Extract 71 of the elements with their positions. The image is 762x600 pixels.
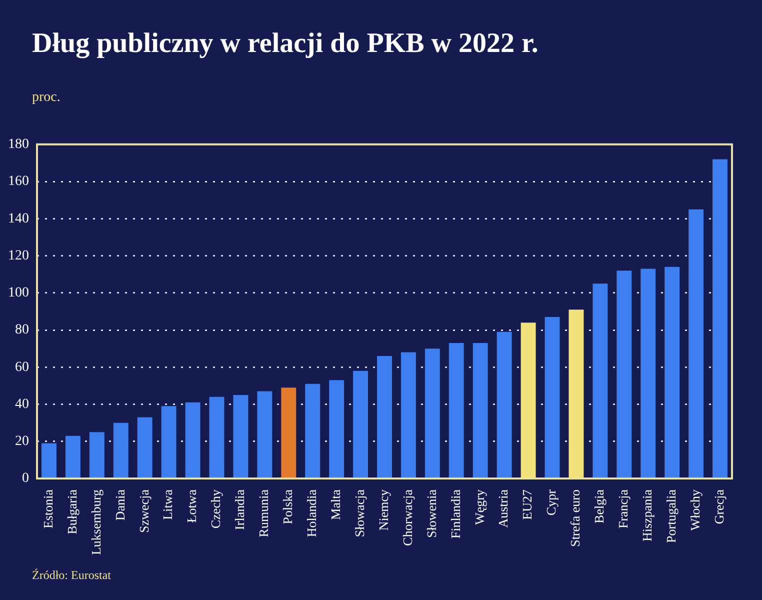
x-tick-label: Cypr (544, 488, 559, 516)
y-tick-label: 160 (8, 174, 29, 190)
bar (257, 391, 272, 478)
bar (42, 443, 56, 478)
x-tick-label: Słowacja (352, 489, 367, 538)
x-tick-label: EU27 (520, 489, 535, 520)
y-axis-title: proc. (32, 90, 60, 106)
bar (568, 310, 584, 478)
bar (377, 356, 392, 478)
x-tick-label: Hiszpania (640, 489, 655, 542)
x-tick-label: Czechy (208, 489, 224, 529)
bar (592, 284, 608, 478)
y-tick-label: 180 (8, 137, 29, 152)
x-tick-label: Słowenia (424, 489, 439, 538)
x-tick-label: Grecja (711, 489, 726, 524)
bar (616, 270, 632, 478)
bar (89, 432, 104, 478)
bar (353, 370, 368, 478)
y-tick-label: 140 (8, 211, 29, 226)
bar (281, 388, 296, 478)
bar (664, 266, 680, 478)
y-tick-label: 100 (8, 286, 29, 301)
x-tick-label: Włochy (687, 489, 702, 531)
bar (185, 402, 200, 478)
bar (640, 268, 656, 478)
x-tick-label: Strefa euro (568, 490, 583, 547)
y-tick-label: 20 (15, 434, 29, 450)
bar (329, 380, 344, 478)
bar (137, 417, 152, 478)
x-tick-label: Rumunia (256, 489, 272, 538)
x-tick-label: Polska (280, 489, 296, 524)
x-tick-label: Dania (112, 489, 128, 521)
x-tick-label: Portugalia (664, 489, 679, 543)
chart-title: Dług publiczny w relacji do PKB w 2022 r. (32, 28, 538, 60)
bar (305, 384, 320, 478)
bar (520, 322, 536, 478)
x-tick-label: Chorwacja (400, 489, 415, 546)
bar (544, 317, 560, 478)
bar (65, 436, 80, 478)
x-tick-label: Niemcy (376, 489, 391, 531)
y-tick-label: 80 (15, 322, 29, 338)
x-tick-label: Malta (328, 489, 343, 520)
bar (688, 209, 704, 478)
bar (400, 352, 416, 478)
bar (472, 343, 488, 478)
bar (233, 394, 248, 478)
bar (209, 396, 224, 478)
y-tick-label: 120 (8, 248, 29, 264)
x-tick-label: Francja (616, 489, 631, 529)
x-tick-label: Węgry (472, 489, 487, 525)
bar (424, 348, 440, 478)
x-tick-label: Bułgaria (64, 489, 80, 534)
x-tick-label: Łotwa (184, 489, 200, 523)
text: Źródło: Eurostat (32, 568, 111, 583)
bar (448, 343, 464, 478)
bar (113, 422, 128, 478)
bar (161, 406, 176, 478)
x-tick-label: Holandia (304, 489, 320, 538)
x-tick-label: Finlandia (448, 489, 463, 539)
x-tick-label: Belgia (592, 489, 607, 524)
bar (712, 159, 728, 478)
x-tick-label: Szwecja (136, 489, 152, 533)
y-tick-label: 40 (15, 396, 29, 412)
bar (496, 332, 512, 478)
y-tick-label: 60 (15, 360, 29, 375)
x-tick-label: Austria (496, 489, 511, 528)
y-tick-label: 0 (22, 471, 29, 486)
x-tick-label: Estonia (40, 489, 56, 529)
x-tick-label: Luksemburg (88, 489, 104, 556)
x-tick-label: Irlandia (232, 489, 248, 530)
x-tick-label: Litwa (160, 489, 176, 520)
